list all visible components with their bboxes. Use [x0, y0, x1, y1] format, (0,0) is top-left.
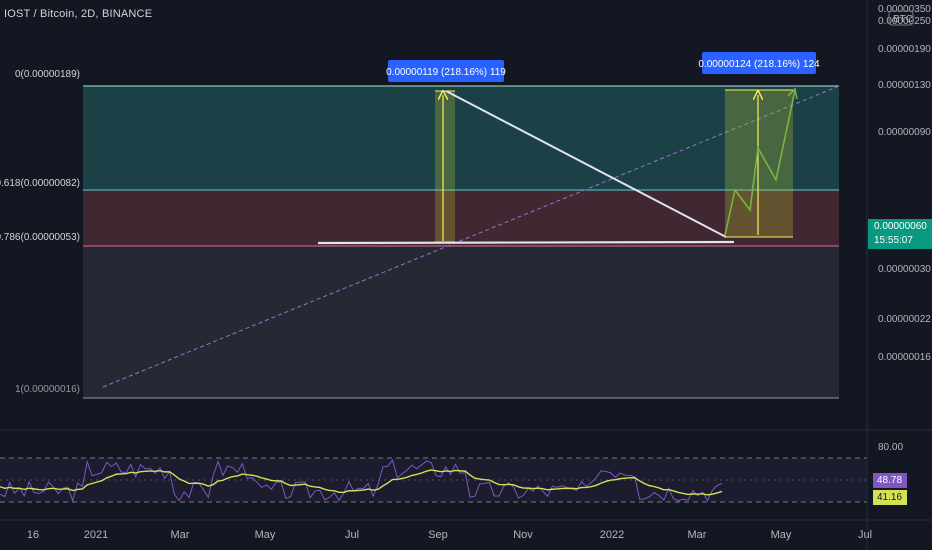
measure-label-sep-bg [388, 60, 504, 82]
fib-label-0786: 0.786(0.00000053) [0, 232, 80, 243]
measure-label-sep: 0.00000119 (218.16%) 119 [386, 67, 506, 78]
currency-label-box [888, 10, 914, 26]
price-tick-label: 0.00000016 [878, 352, 931, 363]
bar-countdown: 15:55:07 [874, 235, 913, 246]
rsi-value-tag: 48.78 [873, 473, 907, 488]
price-tick-label: 0.00000190 [878, 44, 931, 55]
projection-path [724, 89, 796, 236]
time-tick-label: 2022 [600, 529, 624, 541]
time-tick-label: May [771, 529, 792, 541]
measure-box-projection [725, 90, 793, 237]
price-tick-label: 0.00000130 [878, 80, 931, 91]
chart-title: IOST / Bitcoin, 2D, BINANCE [4, 8, 153, 20]
time-tick-label: Nov [513, 529, 533, 541]
price-tick-label: 0.00000250 [878, 16, 931, 27]
measure-box-sep [435, 91, 455, 243]
time-tick-label: 2021 [84, 529, 108, 541]
time-tick-label: Sep [428, 529, 448, 541]
fib-label-0618: 0.618(0.00000082) [0, 178, 80, 189]
rsi-axis-top: 80.00 [878, 442, 903, 453]
last-price-tag: 0.00000060 15:55:07 [868, 219, 932, 249]
time-tick-label: Jul [345, 529, 359, 541]
time-tick-label: Jul [858, 529, 872, 541]
triangle-resistance [445, 90, 727, 238]
time-tick-label: 16 [27, 529, 39, 541]
time-tick-label: Mar [171, 529, 190, 541]
measure-label-projection-bg [702, 52, 816, 74]
price-tick-label: 0.00000030 [878, 264, 931, 275]
currency-label: BTC [893, 14, 913, 25]
price-tick-label: 0.00000090 [878, 127, 931, 138]
time-tick-label: May [255, 529, 276, 541]
time-tick-label: Mar [688, 529, 707, 541]
measure-label-projection: 0.00000124 (218.16%) 124 [698, 59, 820, 70]
rsi-line [0, 459, 723, 503]
fib-label-1: 1(0.00000016) [15, 384, 80, 395]
price-tick-label: 0.00000022 [878, 314, 931, 325]
last-price-value: 0.00000060 [874, 221, 927, 232]
triangle-support [317, 240, 735, 245]
rsi-ma-line [0, 469, 723, 496]
fib-zone-0618-0786 [83, 190, 839, 246]
fib-label-0: 0(0.00000189) [15, 69, 80, 80]
projection-arrowhead [787, 87, 798, 100]
fib-zone-0786-1 [83, 246, 839, 398]
price-tick-label: 0.00000350 [878, 4, 931, 15]
time-axis-labels: 16 2021 Mar May Jul Sep Nov 2022 Mar May Jul [27, 529, 872, 541]
rsi-ma-value-tag: 41.16 [873, 490, 907, 505]
